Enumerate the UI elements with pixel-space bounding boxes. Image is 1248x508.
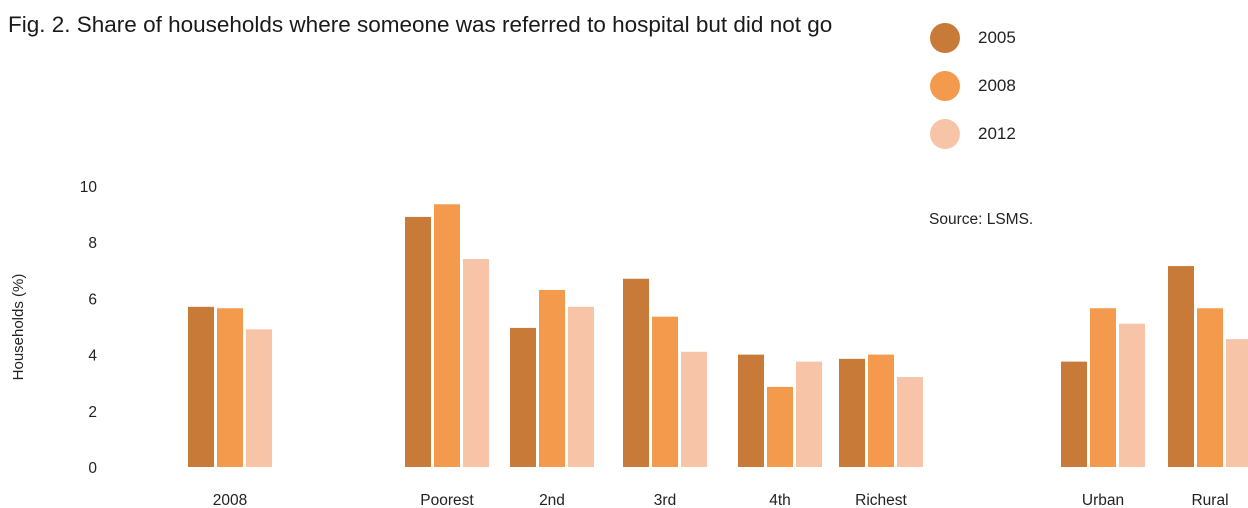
bar-rural-2005	[1168, 266, 1194, 467]
bar-2008-2005	[188, 306, 214, 467]
source-note: Source: LSMS.	[929, 211, 1034, 228]
y-tick-label-2: 2	[88, 404, 97, 421]
bar-urban-2005	[1061, 361, 1087, 467]
bar-2nd-2005	[510, 327, 536, 467]
y-tick-label-6: 6	[88, 291, 97, 308]
bar-2008-2008	[217, 308, 243, 467]
bar-2008-2012	[246, 329, 272, 467]
legend-item-2012: 2012	[930, 110, 1016, 158]
legend-swatch-2005	[930, 23, 960, 53]
bar-4th-2012	[796, 361, 822, 467]
y-tick-label-0: 0	[88, 460, 97, 477]
y-tick-label-4: 4	[88, 348, 97, 365]
x-tick-label-richest: Richest	[855, 492, 907, 508]
bar-3rd-2008	[652, 316, 678, 467]
legend-label-2005: 2005	[978, 28, 1016, 47]
bar-rural-2008	[1197, 308, 1223, 467]
bar-4th-2008	[767, 386, 793, 467]
bar-3rd-2012	[681, 351, 707, 467]
legend-item-2005: 2005	[930, 14, 1016, 62]
chart-title: Fig. 2. Share of households where someon…	[8, 12, 833, 37]
x-tick-label-4th: 4th	[769, 492, 791, 508]
y-axis-label: Households (%)	[10, 274, 27, 381]
bar-poorest-2005	[405, 216, 431, 467]
bar-rural-2012	[1226, 339, 1248, 467]
bar-richest-2005	[839, 358, 865, 467]
y-tick-label-10: 10	[80, 179, 98, 196]
bar-richest-2012	[897, 377, 923, 467]
legend-label-2012: 2012	[978, 124, 1016, 143]
bar-2nd-2008	[539, 289, 565, 467]
legend-item-2008: 2008	[930, 62, 1016, 110]
bar-2nd-2012	[568, 306, 594, 467]
bar-3rd-2005	[623, 278, 649, 467]
bar-4th-2005	[738, 354, 764, 467]
x-tick-label-2nd: 2nd	[539, 492, 565, 508]
y-tick-label-8: 8	[88, 235, 97, 252]
legend-swatch-2012	[930, 119, 960, 149]
bar-poorest-2012	[463, 259, 489, 467]
legend-label-2008: 2008	[978, 76, 1016, 95]
bar-poorest-2008	[434, 204, 460, 467]
x-tick-label-urban: Urban	[1082, 492, 1124, 508]
legend-swatch-2008	[930, 71, 960, 101]
bar-urban-2008	[1090, 308, 1116, 467]
bar-richest-2008	[868, 354, 894, 467]
x-tick-label-poorest: Poorest	[420, 492, 474, 508]
x-tick-label-2008: 2008	[213, 492, 247, 508]
bar-urban-2012	[1119, 323, 1145, 467]
x-tick-label-rural: Rural	[1191, 492, 1228, 508]
x-tick-label-3rd: 3rd	[654, 492, 676, 508]
legend: 2005 2008 2012	[930, 14, 1016, 158]
